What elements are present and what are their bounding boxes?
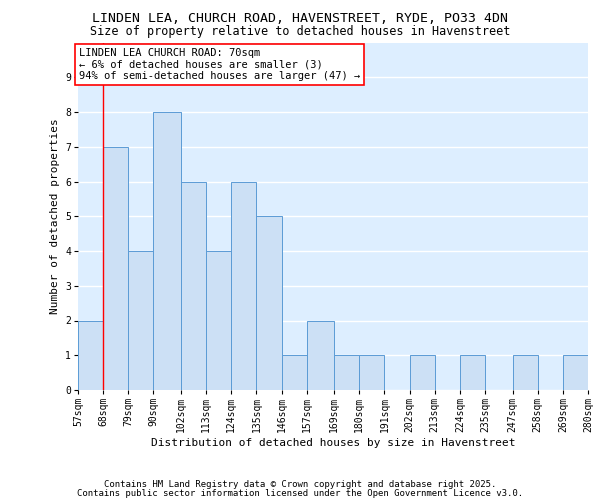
Bar [154, 112, 181, 390]
Bar [206, 251, 231, 390]
Bar [307, 320, 334, 390]
X-axis label: Distribution of detached houses by size in Havenstreet: Distribution of detached houses by size … [151, 438, 515, 448]
Bar [334, 355, 359, 390]
Text: Size of property relative to detached houses in Havenstreet: Size of property relative to detached ho… [90, 25, 510, 38]
Bar [563, 355, 588, 390]
Bar [359, 355, 385, 390]
Bar [512, 355, 538, 390]
Y-axis label: Number of detached properties: Number of detached properties [50, 118, 59, 314]
Text: LINDEN LEA, CHURCH ROAD, HAVENSTREET, RYDE, PO33 4DN: LINDEN LEA, CHURCH ROAD, HAVENSTREET, RY… [92, 12, 508, 26]
Bar [256, 216, 281, 390]
Bar [231, 182, 256, 390]
Bar [103, 147, 128, 390]
Text: Contains HM Land Registry data © Crown copyright and database right 2025.: Contains HM Land Registry data © Crown c… [104, 480, 496, 489]
Text: LINDEN LEA CHURCH ROAD: 70sqm
← 6% of detached houses are smaller (3)
94% of sem: LINDEN LEA CHURCH ROAD: 70sqm ← 6% of de… [79, 48, 361, 81]
Bar [181, 182, 206, 390]
Bar [78, 320, 103, 390]
Bar [460, 355, 485, 390]
Bar [128, 251, 154, 390]
Bar [410, 355, 435, 390]
Bar [281, 355, 307, 390]
Text: Contains public sector information licensed under the Open Government Licence v3: Contains public sector information licen… [77, 488, 523, 498]
